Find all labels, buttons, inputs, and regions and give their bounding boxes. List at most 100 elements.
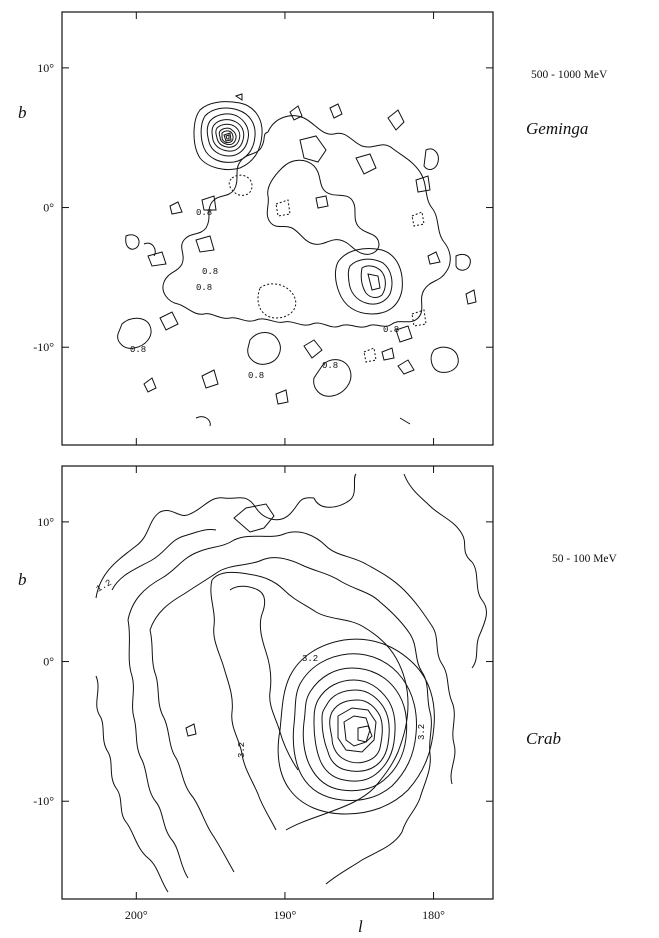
bottom-y-tick-label: 10° [37, 515, 54, 529]
top-y-axis: 10° 0° -10° [33, 61, 493, 354]
dotted-contour [363, 347, 377, 363]
diffuse-contour [355, 153, 377, 175]
top-y-axis-label: b [18, 103, 27, 122]
crab-contour [337, 707, 377, 753]
outer-contour [211, 571, 409, 831]
dotted-contour [228, 174, 253, 196]
peak-contour [367, 273, 381, 291]
contour-level-label: 0.8 [130, 345, 146, 355]
outer-contour [127, 619, 189, 879]
diffuse-contour [143, 377, 157, 393]
dotted-contour [411, 309, 427, 327]
outer-contour [403, 473, 473, 563]
diffuse-contour [397, 359, 415, 375]
diffuse-contour [303, 339, 323, 359]
diffuse-contour [465, 289, 477, 305]
geminga-contour [218, 127, 237, 146]
outer-contour [471, 561, 487, 669]
diffuse-contour [266, 159, 380, 255]
geminga-contour [193, 101, 263, 171]
bottom-y-tick-label: -10° [33, 794, 54, 808]
diffuse-contour [315, 195, 329, 209]
crab-contour [313, 679, 396, 782]
geminga-contour [200, 107, 256, 163]
crab-peak-contours [277, 638, 435, 815]
outer-contour [313, 473, 357, 508]
diffuse-contour [395, 325, 413, 343]
bottom-x-tick-label: 180° [422, 908, 445, 922]
peak-contour [347, 258, 393, 305]
outer-contour [149, 557, 432, 833]
top-panel: 10° 0° -10° b 500 - 1000 MeV Geminga [18, 11, 608, 446]
bottom-x-tick-label: 200° [125, 908, 148, 922]
dotted-contour [411, 211, 425, 227]
crab-contour [343, 715, 371, 747]
diffuse-contour [147, 251, 167, 267]
top-y-tick-label: -10° [33, 340, 54, 354]
diffuse-contour [117, 317, 152, 349]
contour-level-label: 1.2 [95, 578, 114, 595]
outer-contour [325, 831, 403, 885]
contour-level-label: 0.8 [196, 283, 212, 293]
geminga-contour [215, 123, 241, 148]
diffuse-contour [289, 105, 303, 121]
crab-contour [302, 667, 408, 792]
diffuse-contour [275, 389, 289, 405]
diffuse-contour [415, 175, 431, 193]
bottom-energy-band-label: 50 - 100 MeV [552, 553, 618, 565]
diffuse-contour [299, 135, 327, 163]
top-contour-labels: 0.8 0.8 0.8 0.8 0.8 0.8 0.8 [130, 208, 399, 381]
top-x-axis [135, 12, 435, 445]
dotted-contour [257, 283, 297, 319]
diffuse-contour [387, 109, 405, 131]
dotted-contour [275, 199, 291, 217]
outer-contour [149, 629, 235, 873]
outer-contour [95, 497, 315, 599]
diffuse-contour [329, 103, 343, 119]
diffuse-contour [125, 234, 140, 250]
top-y-tick-label: 0° [43, 201, 54, 215]
contour-level-label: 3.2 [302, 654, 318, 664]
diffuse-contour [423, 148, 439, 170]
bottom-y-axis: 10° 0° -10° [33, 515, 493, 808]
geminga-peak-contours [193, 101, 263, 171]
top-diffuse-contours [117, 93, 477, 427]
diffuse-contour [159, 311, 179, 331]
bottom-panel: 10°0°-10° 200° 190° 180° b l 50 - 100 MeV … [18, 465, 618, 936]
outer-contour [127, 531, 456, 785]
crab-contour [321, 689, 390, 772]
top-dotted-contours [228, 174, 427, 363]
bottom-x-axis-label: l [358, 917, 363, 936]
diffuse-contour [430, 346, 459, 373]
outer-contour [210, 579, 277, 831]
outer-contour [185, 723, 197, 737]
crab-contour [277, 638, 435, 815]
geminga-contour [225, 134, 230, 140]
geminga-contour [206, 113, 249, 157]
geminga-label: Geminga [526, 119, 588, 138]
diffuse-contour [195, 235, 215, 253]
bottom-x-tick-label: 190° [274, 908, 297, 922]
bottom-contour-labels: 1.2 3.2 3.2 3.2 [95, 578, 428, 758]
contour-level-label: 0.8 [322, 361, 338, 371]
contour-level-label: 0.8 [202, 267, 218, 277]
peak-contour [360, 265, 386, 298]
diffuse-contour [169, 201, 183, 215]
diffuse-contour [399, 417, 411, 425]
outer-contour [95, 675, 169, 893]
bottom-y-tick-label: 0° [43, 655, 54, 669]
diffuse-contour [143, 242, 156, 257]
diffuse-contour [201, 195, 217, 211]
bottom-outer-contours [95, 473, 487, 893]
contour-level-label: 3.2 [237, 742, 247, 758]
diffuse-contour [162, 131, 269, 305]
bottom-x-axis: 200° 190° 180° [125, 466, 445, 922]
contour-level-label: 0.8 [196, 208, 212, 218]
contour-level-label: 0.8 [383, 325, 399, 335]
bottom-y-axis-label: b [18, 570, 27, 589]
top-panel-frame [61, 11, 494, 446]
crab-contour [329, 699, 383, 764]
contour-level-label: 3.2 [417, 724, 427, 740]
crab-contour [357, 725, 373, 743]
